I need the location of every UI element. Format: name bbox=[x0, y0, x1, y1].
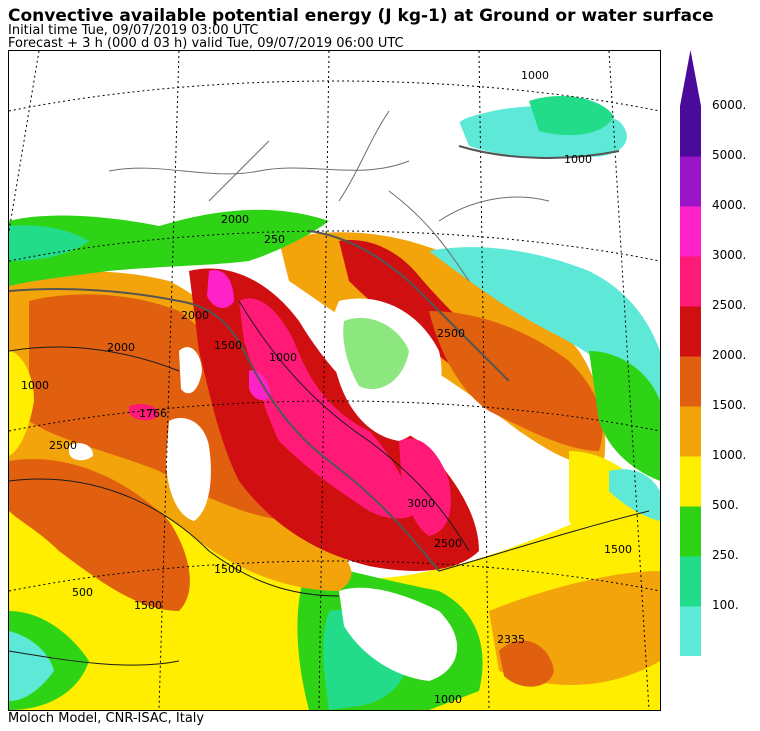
cape-band-2000-lower-west bbox=[9, 459, 190, 611]
contour-label: 1500 bbox=[214, 339, 242, 352]
legend-label: 4000. bbox=[712, 198, 747, 212]
legend-arrow bbox=[680, 50, 701, 106]
land-balearics bbox=[69, 443, 94, 461]
contour-label: 1000 bbox=[434, 693, 462, 706]
contour-label: 2000 bbox=[221, 213, 249, 226]
cape-band-500-north bbox=[9, 209, 329, 286]
cape-band-100-southwest bbox=[9, 631, 54, 701]
initial-time: Initial time Tue, 09/07/2019 03:00 UTC bbox=[8, 23, 259, 38]
legend-swatch bbox=[680, 356, 701, 407]
legend-label: 2000. bbox=[712, 348, 747, 362]
legend-label: 100. bbox=[712, 598, 739, 612]
legend-label: 1500. bbox=[712, 398, 747, 412]
legend-swatch bbox=[680, 406, 701, 457]
model-credit: Moloch Model, CNR-ISAC, Italy bbox=[8, 711, 205, 726]
cape-band-250-black-sea bbox=[529, 96, 614, 136]
cape-band-4000-tyrrhenian bbox=[207, 270, 234, 308]
cape-band-2000-aegean bbox=[429, 311, 603, 451]
legend-label: 3000. bbox=[712, 248, 747, 262]
legend-colorbar bbox=[680, 50, 701, 656]
cape-band-250-north bbox=[9, 225, 89, 261]
contour-label: 2335 bbox=[497, 633, 525, 646]
legend-swatch bbox=[680, 156, 701, 207]
country-borders bbox=[108, 110, 550, 282]
cape-band-3000-center bbox=[239, 298, 419, 519]
legend-swatch bbox=[680, 606, 701, 656]
map-title: Convective available potential energy (J… bbox=[8, 6, 714, 26]
land-corsica bbox=[179, 347, 202, 394]
legend-label: 6000. bbox=[712, 98, 747, 112]
land-north-europe bbox=[9, 51, 660, 216]
legend-swatch bbox=[680, 206, 701, 257]
contour-label: 2000 bbox=[181, 309, 209, 322]
legend-label: 250. bbox=[712, 548, 739, 562]
contour-lines bbox=[9, 300, 650, 666]
contour-label: 2500 bbox=[434, 537, 462, 550]
cape-band-3000-ionian bbox=[399, 438, 451, 536]
legend-swatch bbox=[680, 556, 701, 607]
contour-label: 250 bbox=[264, 233, 285, 246]
contour-label: 2500 bbox=[49, 439, 77, 452]
legend-label: 500. bbox=[712, 498, 739, 512]
cape-map: 1000 1000 2000 250 2000 2000 2500 1500 1… bbox=[8, 50, 661, 711]
contour-label: 500 bbox=[72, 586, 93, 599]
legend-swatch bbox=[680, 256, 701, 307]
land-crete bbox=[479, 519, 524, 544]
legend-label: 1000. bbox=[712, 448, 747, 462]
legend-label: 2500. bbox=[712, 298, 747, 312]
legend-swatch bbox=[680, 306, 701, 357]
legend-swatch bbox=[680, 456, 701, 507]
contour-label: 1000 bbox=[21, 379, 49, 392]
cape-band-1000-east bbox=[569, 451, 660, 571]
cape-band-100-east bbox=[429, 247, 660, 411]
contour-label: 3000 bbox=[407, 497, 435, 510]
coastlines bbox=[9, 145, 620, 572]
contour-label: 1500 bbox=[214, 563, 242, 576]
cape-band-3000-sardinia bbox=[129, 404, 159, 421]
contour-label: 1766 bbox=[139, 407, 167, 420]
contour-label: 1000 bbox=[521, 69, 549, 82]
legend-label: 5000. bbox=[712, 148, 747, 162]
cape-band-4000-italy bbox=[249, 370, 271, 401]
legend-swatch bbox=[680, 106, 701, 157]
land-sardinia bbox=[166, 418, 211, 521]
cape-band-500-east bbox=[589, 351, 660, 481]
land-tunisia-libya bbox=[339, 587, 458, 681]
cape-band-100-far-east bbox=[609, 469, 660, 521]
contour-label: 1500 bbox=[604, 543, 632, 556]
contour-label: 2000 bbox=[107, 341, 135, 354]
legend-swatch bbox=[680, 506, 701, 557]
cape-band-500-balkans bbox=[343, 317, 409, 390]
cape-map-svg: 1000 1000 2000 250 2000 2000 2500 1500 1… bbox=[9, 51, 660, 710]
contour-label: 2500 bbox=[437, 327, 465, 340]
contour-label: 1500 bbox=[134, 599, 162, 612]
cape-band-2000-libya bbox=[499, 640, 554, 687]
contour-label: 1000 bbox=[564, 153, 592, 166]
forecast-time: Forecast + 3 h (000 d 03 h) valid Tue, 0… bbox=[8, 36, 404, 51]
graticule bbox=[9, 51, 660, 710]
contour-label: 1000 bbox=[269, 351, 297, 364]
